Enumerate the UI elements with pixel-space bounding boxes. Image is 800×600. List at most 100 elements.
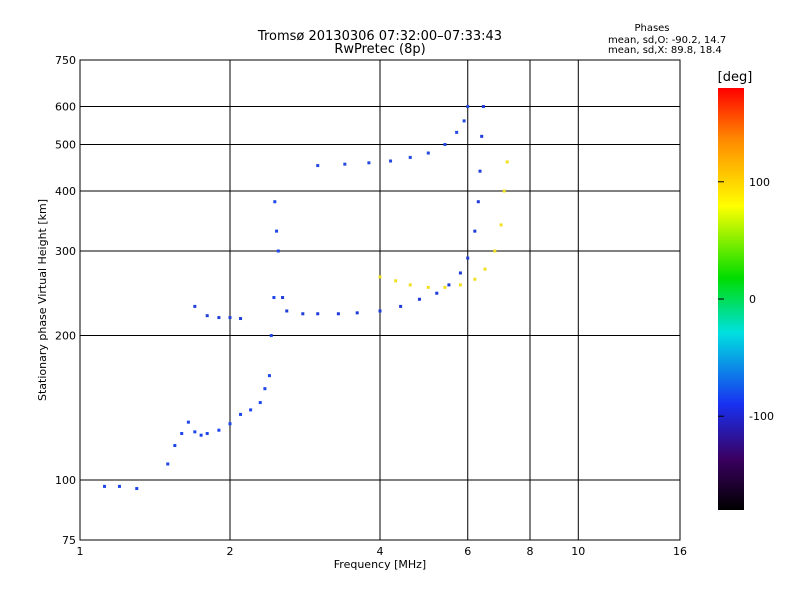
y-tick-label: 500 [55, 139, 76, 152]
y-tick-label: 100 [55, 474, 76, 487]
scatter-points [103, 105, 509, 491]
data-point [267, 374, 271, 378]
data-point [399, 304, 403, 308]
data-point [285, 309, 289, 313]
series-group [378, 160, 509, 289]
data-point [199, 433, 203, 437]
data-point [466, 256, 470, 260]
data-point [417, 297, 421, 301]
data-point [135, 487, 139, 491]
x-tick-label: 8 [527, 545, 534, 558]
data-point [476, 200, 480, 204]
data-point [408, 283, 412, 287]
series-group [103, 200, 280, 491]
series-group [281, 105, 485, 316]
data-point [343, 162, 347, 166]
colorbar-tick-label: 0 [749, 293, 756, 306]
data-point [394, 279, 398, 283]
x-tick-label: 16 [673, 545, 687, 558]
data-point [493, 249, 497, 253]
colorbar-tick-label: -100 [749, 410, 774, 423]
data-point [228, 422, 232, 426]
y-tick-label: 750 [55, 54, 76, 67]
data-point [447, 283, 451, 287]
y-tick-label: 600 [55, 101, 76, 114]
data-point [443, 143, 447, 147]
x-tick-label: 4 [377, 545, 384, 558]
data-point [276, 249, 280, 253]
data-point [367, 161, 371, 165]
data-point [455, 130, 459, 134]
chart-title: Tromsø 20130306 07:32:00–07:33:43 [257, 29, 502, 44]
data-point [502, 189, 506, 193]
data-point [301, 312, 305, 316]
data-point [249, 408, 253, 412]
data-point [480, 134, 484, 138]
x-tick-label: 10 [571, 545, 585, 558]
data-point [275, 229, 279, 233]
phase-stats-o: mean, sd,O: -90.2, 14.7 [608, 35, 726, 46]
data-point [193, 430, 197, 434]
phase-stats-header: Phases [634, 23, 669, 34]
data-point [205, 432, 209, 436]
data-point [435, 291, 439, 295]
data-point [217, 316, 221, 320]
data-point [389, 159, 393, 163]
data-point [239, 317, 243, 321]
data-point [205, 314, 209, 318]
data-point [228, 316, 232, 320]
data-point [462, 119, 466, 123]
data-point [239, 412, 243, 416]
data-point [166, 462, 170, 466]
colorbar-tick-label: 100 [749, 176, 770, 189]
data-point [272, 296, 276, 300]
x-tick-label: 2 [227, 545, 234, 558]
grid-lines [80, 60, 680, 540]
data-point [458, 271, 462, 275]
colorbar-label: [deg] [718, 70, 753, 85]
chart-subtitle: RwPretec (8p) [334, 42, 425, 57]
y-tick-label: 400 [55, 185, 76, 198]
data-point [505, 160, 509, 164]
x-axis-label: Frequency [MHz] [334, 558, 426, 571]
data-point [426, 151, 430, 155]
data-point [281, 296, 285, 300]
y-tick-label: 300 [55, 245, 76, 258]
data-point [473, 229, 477, 233]
data-point [481, 105, 485, 109]
data-point [258, 401, 262, 405]
data-point [217, 428, 221, 432]
phase-stats-x: mean, sd,X: 89.8, 18.4 [608, 45, 722, 56]
data-point [193, 304, 197, 308]
data-point [426, 285, 430, 289]
data-point [186, 420, 190, 424]
data-point [458, 283, 462, 287]
data-point [499, 223, 503, 227]
data-point [273, 200, 277, 204]
y-tick-label: 200 [55, 330, 76, 343]
data-point [173, 444, 177, 448]
data-point [355, 311, 359, 315]
colorbar-ticks: 100 0 -100 [718, 176, 774, 423]
series-group [193, 304, 243, 321]
data-point [103, 484, 107, 488]
data-point [473, 277, 477, 281]
x-tick-label: 1 [77, 545, 84, 558]
data-point [316, 164, 320, 168]
data-point [269, 334, 273, 338]
data-point [378, 309, 382, 313]
data-point [378, 275, 382, 279]
data-point [443, 285, 447, 289]
data-point [408, 155, 412, 159]
data-point [478, 169, 482, 173]
series-group [316, 105, 470, 168]
data-point [483, 267, 487, 271]
y-tick-label: 75 [62, 534, 76, 547]
data-point [466, 105, 470, 109]
data-point [263, 387, 267, 391]
data-point [180, 432, 184, 436]
data-point [316, 312, 320, 316]
x-tick-label: 6 [464, 545, 471, 558]
axis-ticks: 1 2 4 6 8 10 16 75 100 200 300 400 500 600 750 [55, 54, 687, 558]
